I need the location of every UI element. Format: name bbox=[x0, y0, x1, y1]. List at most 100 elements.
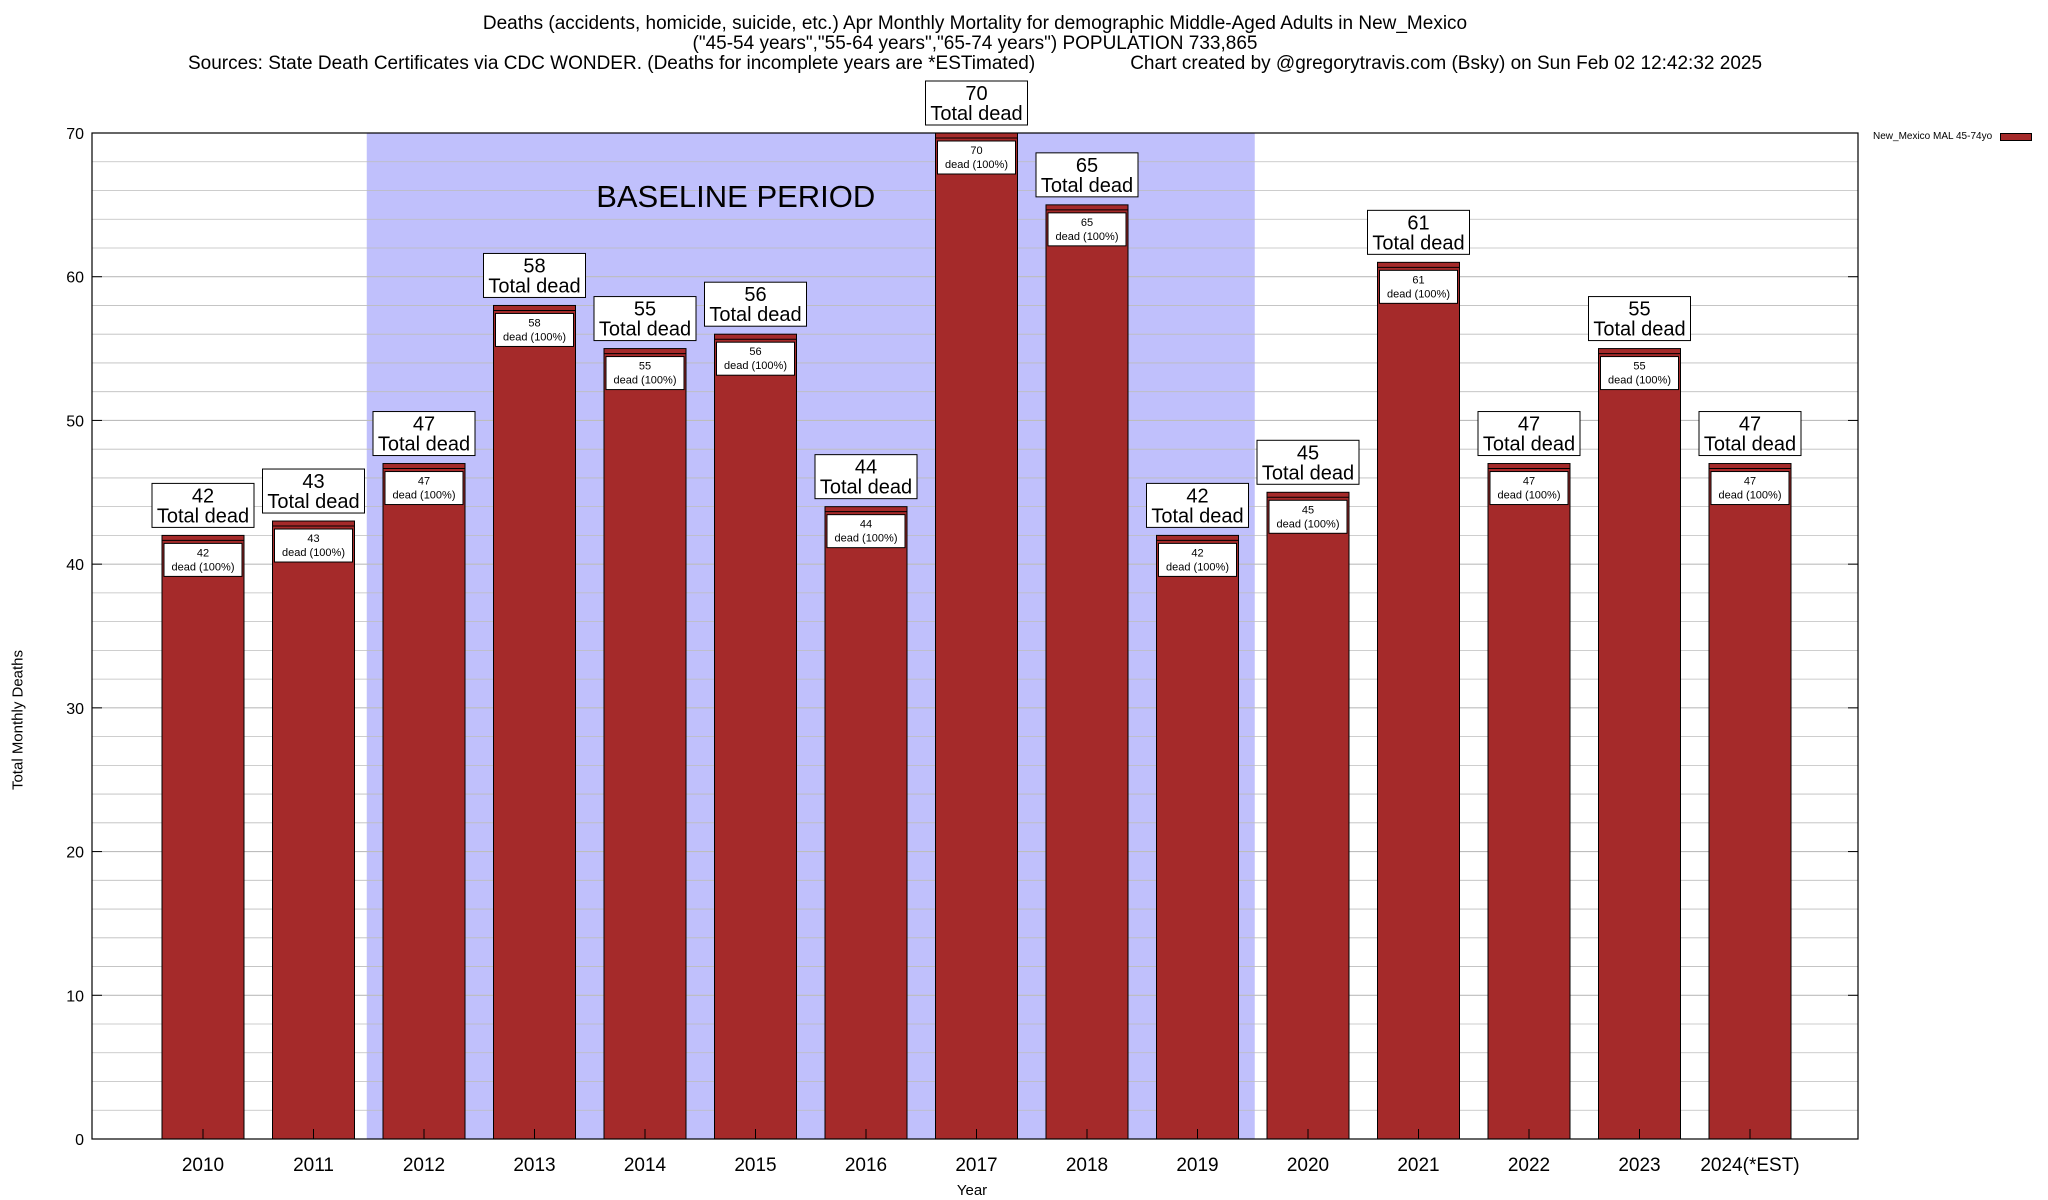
inner-label-box bbox=[1379, 269, 1458, 304]
inner-pct-label: dead (100%) bbox=[282, 547, 345, 559]
top-label-box bbox=[704, 281, 807, 327]
inner-label-box bbox=[716, 341, 795, 376]
top-label-box bbox=[1256, 439, 1360, 485]
bar bbox=[1708, 463, 1792, 1140]
inner-value-label: 47 bbox=[418, 476, 430, 488]
inner-value-label: 45 bbox=[1302, 504, 1314, 516]
inner-value-label: 47 bbox=[1744, 476, 1756, 488]
top-value-label: 56 bbox=[744, 284, 766, 306]
y-tick-label: 20 bbox=[66, 845, 84, 862]
inner-value-label: 61 bbox=[1412, 274, 1424, 286]
y-tick-label: 70 bbox=[66, 126, 84, 143]
x-tick-label: 2022 bbox=[1508, 1155, 1550, 1176]
inner-pct-label: dead (100%) bbox=[945, 159, 1008, 171]
top-value-label: 47 bbox=[1739, 414, 1761, 436]
top-value-label: 55 bbox=[1628, 299, 1650, 321]
top-value-label: 61 bbox=[1407, 212, 1429, 234]
y-tick-label: 0 bbox=[75, 1132, 84, 1149]
bar bbox=[824, 506, 908, 1140]
inner-pct-label: dead (100%) bbox=[172, 561, 235, 573]
inner-value-label: 47 bbox=[1523, 476, 1535, 488]
top-total-label: Total dead bbox=[820, 477, 912, 499]
top-total-label: Total dead bbox=[1372, 232, 1464, 254]
x-tick-label: 2020 bbox=[1287, 1155, 1329, 1176]
inner-pct-label: dead (100%) bbox=[1608, 375, 1671, 387]
x-tick-label: 2024(*EST) bbox=[1700, 1155, 1799, 1176]
top-label-box bbox=[483, 252, 586, 298]
x-axis-label: Year bbox=[956, 1182, 988, 1199]
top-label-box bbox=[1146, 482, 1249, 528]
y-tick-label: 60 bbox=[66, 270, 84, 287]
inner-label-box bbox=[1600, 356, 1679, 391]
inner-pct-label: dead (100%) bbox=[1166, 561, 1229, 573]
bar bbox=[272, 520, 355, 1140]
inner-label-box bbox=[937, 140, 1016, 175]
x-tick-label: 2012 bbox=[403, 1155, 445, 1176]
bar bbox=[935, 132, 1018, 1140]
bar bbox=[1156, 534, 1239, 1140]
inner-label-box bbox=[1489, 471, 1569, 506]
x-tick-label: 2016 bbox=[845, 1155, 887, 1176]
bar bbox=[1377, 261, 1460, 1140]
inner-label-box bbox=[1710, 471, 1790, 506]
legend: New_Mexico MAL 45-74yo bbox=[1873, 131, 2033, 142]
chart-title: Deaths (accidents, homicide, suicide, et… bbox=[482, 13, 1468, 34]
inner-label-box bbox=[274, 528, 353, 563]
inner-pct-label: dead (100%) bbox=[1056, 231, 1119, 243]
legend-swatch bbox=[2000, 132, 2033, 141]
top-value-label: 43 bbox=[302, 471, 324, 493]
inner-pct-label: dead (100%) bbox=[503, 331, 566, 343]
top-value-label: 47 bbox=[413, 414, 435, 436]
top-label-box bbox=[1035, 152, 1139, 198]
y-tick-label: 30 bbox=[66, 701, 84, 718]
inner-pct-label: dead (100%) bbox=[1387, 288, 1450, 300]
top-label-box bbox=[1367, 209, 1470, 255]
top-label-box bbox=[593, 296, 697, 342]
inner-value-label: 42 bbox=[1191, 547, 1203, 559]
top-total-label: Total dead bbox=[1483, 434, 1575, 456]
top-total-label: Total dead bbox=[1262, 462, 1354, 484]
x-tick-label: 2021 bbox=[1397, 1155, 1439, 1176]
bar bbox=[714, 333, 797, 1140]
inner-value-label: 55 bbox=[639, 361, 651, 373]
x-tick-label: 2010 bbox=[182, 1155, 224, 1176]
y-tick-label: 10 bbox=[66, 988, 84, 1005]
top-label-box bbox=[814, 454, 918, 500]
y-tick-label: 40 bbox=[66, 557, 84, 574]
inner-label-box bbox=[384, 471, 464, 506]
top-label-box bbox=[1477, 411, 1581, 457]
top-value-label: 70 bbox=[965, 83, 987, 105]
inner-label-box bbox=[1268, 499, 1348, 534]
bar bbox=[161, 534, 245, 1140]
top-total-label: Total dead bbox=[378, 434, 470, 456]
inner-label-box bbox=[495, 312, 574, 347]
inner-value-label: 58 bbox=[528, 317, 540, 329]
inner-label-box bbox=[1047, 212, 1127, 247]
inner-pct-label: dead (100%) bbox=[724, 360, 787, 372]
sources-text: Sources: State Death Certificates via CD… bbox=[187, 53, 1036, 74]
top-total-label: Total dead bbox=[709, 304, 801, 326]
inner-label-box bbox=[826, 514, 906, 549]
top-total-label: Total dead bbox=[930, 103, 1022, 125]
bar bbox=[1598, 348, 1681, 1140]
y-tick-label: 50 bbox=[66, 413, 84, 430]
plot-frame bbox=[91, 132, 1859, 1140]
x-tick-label: 2011 bbox=[293, 1155, 334, 1176]
inner-value-label: 44 bbox=[860, 519, 872, 531]
top-label-box bbox=[1698, 411, 1802, 457]
x-tick-label: 2017 bbox=[955, 1155, 997, 1176]
x-tick-label: 2023 bbox=[1618, 1155, 1660, 1176]
inner-value-label: 42 bbox=[197, 547, 209, 559]
credit-text: Chart created by @gregorytravis.com (Bsk… bbox=[1130, 53, 1763, 74]
inner-label-box bbox=[163, 542, 243, 577]
inner-pct-label: dead (100%) bbox=[835, 533, 898, 545]
legend-label: New_Mexico MAL 45-74yo bbox=[1873, 131, 1993, 142]
bar bbox=[603, 348, 687, 1140]
top-total-label: Total dead bbox=[1151, 505, 1243, 527]
inner-value-label: 65 bbox=[1081, 217, 1093, 229]
bar bbox=[1266, 491, 1350, 1140]
y-axis-label: Total Monthly Deaths bbox=[9, 649, 27, 791]
top-label-box bbox=[372, 411, 476, 457]
inner-label-box bbox=[1158, 542, 1237, 577]
top-total-label: Total dead bbox=[599, 319, 691, 341]
